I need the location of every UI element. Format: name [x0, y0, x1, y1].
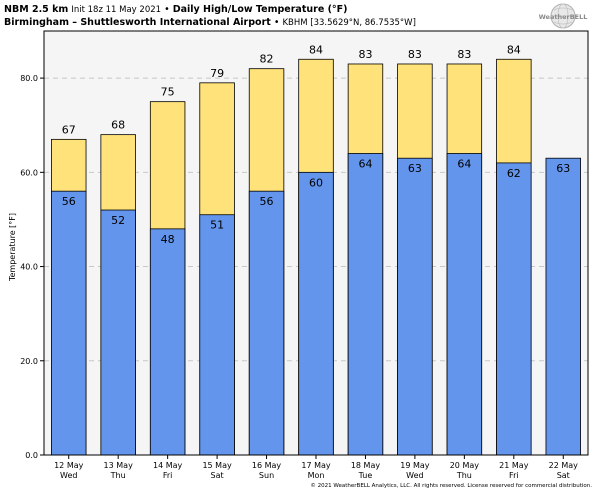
low-temp-label: 62: [507, 167, 521, 180]
low-temp-label: 52: [111, 214, 125, 227]
x-tick-day: Wed: [60, 471, 77, 480]
low-temp-bar: [446, 153, 483, 456]
x-tick-date: 17 May: [301, 461, 331, 470]
x-tick-day: Sat: [211, 471, 224, 480]
y-tick-label: 80.0: [20, 74, 38, 83]
chart-title: Daily High/Low Temperature (°F): [172, 4, 348, 15]
x-tick-date: 14 May: [153, 461, 183, 470]
low-temp-bar: [397, 157, 433, 456]
low-temp-bar: [100, 209, 136, 456]
y-tick-label: 60.0: [20, 168, 38, 177]
x-tick-day: Sun: [259, 471, 274, 480]
high-temp-label: 83: [457, 48, 471, 61]
x-tick-day: Fri: [163, 471, 173, 480]
x-tick-day: Fri: [509, 471, 519, 480]
copyright-notice: © 2021 WeatherBELL Analytics, LLC. All r…: [310, 483, 592, 489]
x-tick-date: 15 May: [202, 461, 232, 470]
x-tick-day: Thu: [110, 471, 126, 480]
high-temp-label: 75: [161, 86, 175, 99]
high-temp-label: 83: [358, 48, 372, 61]
x-tick-date: 21 May: [499, 461, 529, 470]
x-tick-day: Thu: [456, 471, 472, 480]
low-temp-bar: [199, 214, 235, 456]
station-id: KBHM [33.5629°N, 86.7535°W]: [282, 18, 416, 28]
high-temp-label: 84: [309, 43, 323, 56]
x-tick-date: 13 May: [104, 461, 134, 470]
x-tick-day: Sat: [557, 471, 570, 480]
x-tick-date: 19 May: [400, 461, 430, 470]
low-temp-label: 63: [408, 162, 422, 175]
low-temp-label: 48: [161, 233, 175, 246]
weatherbell-logo: WeatherBELL: [532, 2, 594, 34]
low-temp-bar: [545, 157, 581, 456]
low-temp-label: 64: [457, 157, 471, 170]
separator: •: [164, 4, 170, 15]
station-name: Birmingham – Shuttlesworth International…: [4, 17, 271, 28]
x-tick-date: 18 May: [351, 461, 381, 470]
low-temp-label: 63: [556, 162, 570, 175]
logo-text: WeatherBELL: [539, 13, 588, 21]
x-tick-day: Wed: [406, 471, 423, 480]
x-tick-date: 22 May: [549, 461, 579, 470]
low-temp-label: 56: [62, 195, 76, 208]
x-tick-date: 12 May: [54, 461, 84, 470]
low-temp-bar: [347, 153, 384, 456]
x-tick-date: 16 May: [252, 461, 282, 470]
high-temp-label: 82: [260, 53, 274, 66]
separator: •: [273, 17, 280, 28]
low-temp-bar: [496, 162, 532, 456]
y-axis-label: Temperature [°F]: [8, 213, 17, 282]
y-tick-label: 0.0: [25, 451, 38, 460]
x-tick-date: 20 May: [450, 461, 480, 470]
low-temp-bar: [149, 228, 186, 456]
init-time: Init 18z 11 May 2021: [71, 5, 162, 15]
low-temp-bar: [298, 171, 334, 456]
low-temp-label: 51: [210, 219, 224, 232]
y-tick-label: 20.0: [20, 357, 38, 366]
chart-header-line2: Birmingham – Shuttlesworth International…: [4, 17, 416, 28]
weatherbell-globe-logo-icon: WeatherBELL: [539, 3, 588, 29]
chart-header-line1: NBM 2.5 km Init 18z 11 May 2021 • Daily …: [4, 4, 348, 15]
high-temp-label: 79: [210, 67, 224, 80]
low-temp-label: 56: [260, 195, 274, 208]
low-temp-label: 60: [309, 176, 323, 189]
y-tick-label: 40.0: [20, 263, 38, 272]
high-temp-label: 67: [62, 123, 76, 136]
high-temp-label: 84: [507, 43, 521, 56]
low-temp-label: 64: [358, 157, 372, 170]
model-name: NBM 2.5 km: [4, 4, 69, 15]
high-temp-label: 83: [408, 48, 422, 61]
low-temp-bar: [248, 190, 285, 456]
high-temp-label: 68: [111, 119, 125, 132]
x-tick-day: Tue: [358, 471, 373, 480]
x-tick-day: Mon: [308, 471, 325, 480]
low-temp-bar: [51, 190, 87, 456]
